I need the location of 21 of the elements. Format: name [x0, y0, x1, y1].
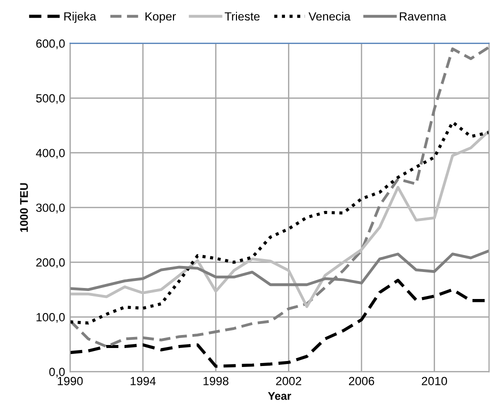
- x-axis-title: Year: [268, 392, 292, 400]
- x-tick-label: 2010: [422, 376, 448, 386]
- legend-label: Ravenna: [400, 12, 446, 21]
- y-axis-title: 1000 TEU: [20, 183, 28, 232]
- y-tick-label: 600,0: [36, 39, 65, 50]
- legend-label: Venecia: [308, 12, 351, 21]
- x-tick-label: 1994: [130, 376, 156, 386]
- y-tick-label: 200,0: [36, 258, 65, 268]
- legend-label: Koper: [146, 12, 176, 23]
- y-tick-label: 500,0: [36, 94, 65, 104]
- line-series: [70, 46, 490, 348]
- x-tick-label: 1998: [204, 376, 228, 386]
- y-tick-label: 0,0: [49, 368, 65, 378]
- x-tick-label: 1990: [58, 376, 83, 386]
- y-tick-label: 300,0: [36, 204, 65, 214]
- x-tick-label: 2006: [348, 376, 374, 386]
- y-tick-label: 100,0: [36, 313, 65, 323]
- legend-label: Trieste: [224, 12, 260, 21]
- y-tick-label: 400,0: [36, 148, 65, 159]
- legend-label: Rijeka: [64, 12, 96, 23]
- x-tick-label: 2002: [276, 376, 302, 386]
